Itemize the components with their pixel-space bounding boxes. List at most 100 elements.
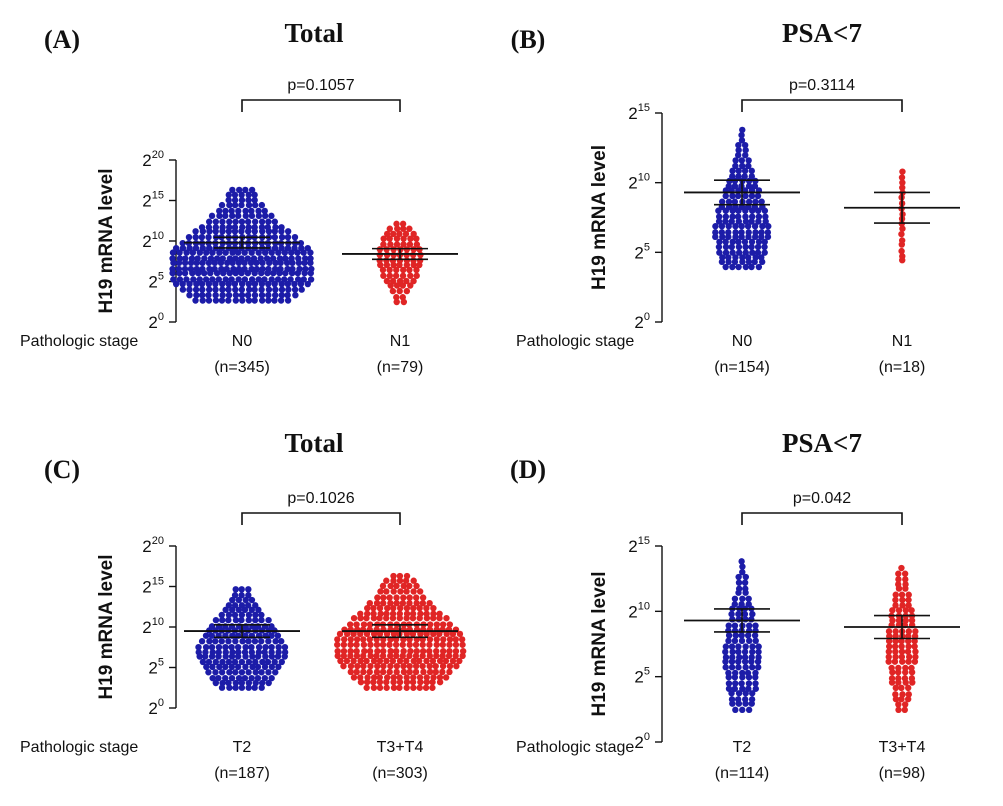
data-point (885, 648, 893, 655)
data-point (745, 622, 753, 629)
data-point (410, 604, 417, 612)
data-point (238, 255, 245, 262)
data-point (734, 151, 742, 159)
data-point (406, 241, 414, 248)
data-point (898, 643, 905, 650)
data-point (393, 668, 400, 676)
data-point (752, 685, 759, 692)
x-axis-label: Pathologic stage (516, 739, 634, 756)
data-point (264, 224, 272, 231)
data-point (281, 249, 289, 256)
data-point (892, 591, 899, 598)
data-point (396, 572, 404, 580)
data-point (231, 280, 239, 288)
data-point (751, 223, 759, 230)
data-point (736, 654, 743, 661)
y-tick-label: 20 (148, 311, 164, 332)
data-point (400, 647, 407, 655)
data-point (384, 604, 391, 612)
data-point (198, 224, 206, 231)
data-point (225, 280, 232, 288)
data-point (715, 243, 723, 251)
data-point (218, 638, 225, 645)
data-point (419, 641, 426, 648)
data-point (195, 643, 202, 651)
data-point (268, 643, 275, 651)
data-point (252, 616, 259, 624)
data-point (892, 691, 899, 698)
data-point (716, 238, 723, 246)
data-point (729, 654, 736, 661)
data-point (218, 201, 226, 209)
data-point (251, 201, 259, 209)
data-point (728, 664, 736, 671)
data-point (300, 276, 307, 283)
data-point (353, 647, 360, 655)
data-point (899, 179, 906, 186)
data-point (417, 678, 424, 686)
data-point (392, 641, 400, 648)
data-point (254, 674, 262, 682)
data-point (242, 212, 249, 220)
sample-size-label: (n=98) (879, 765, 926, 782)
data-point (446, 662, 454, 670)
data-point (296, 265, 303, 273)
data-point (245, 679, 253, 687)
data-point (218, 684, 226, 691)
data-point (383, 588, 390, 595)
data-point (276, 255, 284, 262)
data-point (407, 647, 414, 655)
data-point (281, 643, 289, 651)
data-point (898, 695, 905, 703)
data-point (255, 643, 263, 651)
data-point (895, 675, 902, 682)
data-point (374, 662, 381, 670)
data-point (251, 280, 259, 288)
data-point (905, 628, 913, 635)
data-point (350, 657, 357, 665)
data-point (261, 276, 268, 283)
data-point (225, 638, 232, 645)
data-point (899, 184, 906, 191)
data-point (242, 186, 249, 194)
data-point (386, 225, 393, 232)
data-point (735, 243, 743, 251)
data-point (241, 265, 248, 273)
data-point (252, 669, 259, 676)
data-point (182, 255, 189, 262)
data-point (755, 643, 762, 650)
data-point (248, 212, 256, 220)
data-point (268, 212, 275, 220)
data-point (231, 224, 239, 231)
data-point (258, 297, 266, 304)
data-point (413, 594, 420, 601)
data-point (284, 244, 292, 252)
data-point (892, 596, 899, 604)
data-point (735, 648, 742, 656)
data-point (885, 653, 892, 661)
data-point (735, 610, 742, 618)
data-point (186, 244, 193, 252)
data-point (416, 684, 423, 691)
data-point (393, 235, 401, 242)
data-point (739, 126, 746, 134)
data-point (406, 594, 413, 601)
data-point (252, 602, 259, 609)
data-point (169, 255, 176, 262)
data-point (244, 602, 252, 609)
data-point (268, 249, 275, 256)
data-point (360, 662, 367, 670)
data-point (228, 207, 235, 215)
significance-bracket (241, 99, 401, 112)
data-point (396, 287, 403, 295)
data-point (245, 658, 253, 666)
data-point (752, 669, 759, 677)
data-point (373, 599, 381, 607)
data-point (439, 652, 446, 660)
data-point (261, 663, 269, 671)
data-point (232, 255, 239, 262)
data-point (231, 658, 239, 666)
data-point (749, 648, 756, 656)
data-point (745, 198, 753, 205)
data-point (242, 596, 249, 604)
